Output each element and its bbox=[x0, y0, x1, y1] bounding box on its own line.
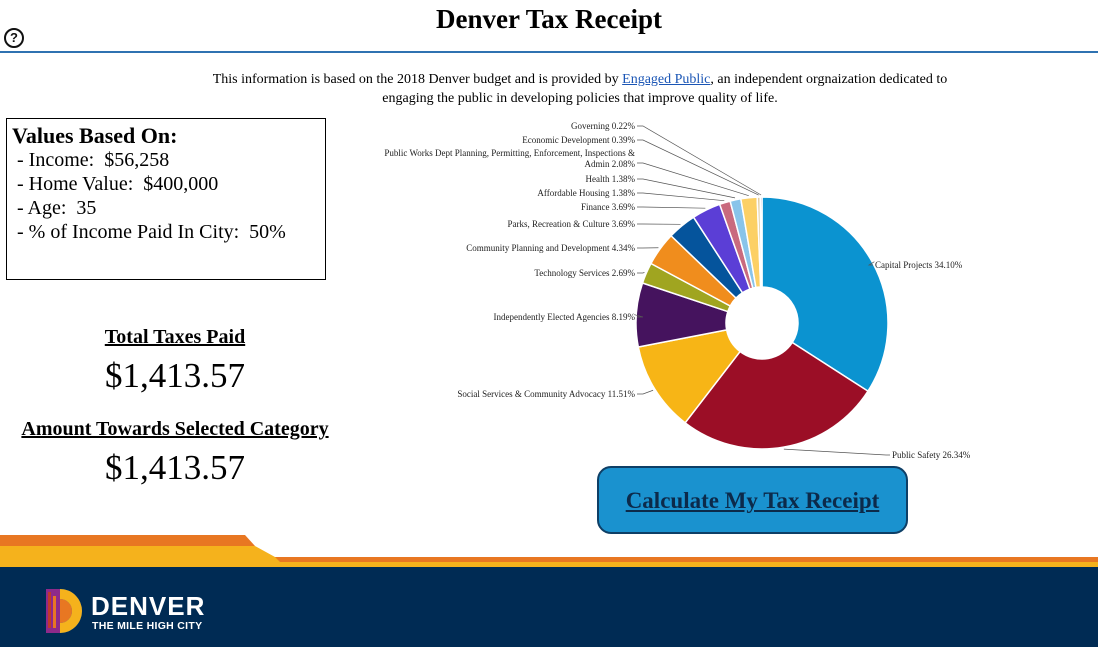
intro-text-start: This information is based on the 2018 De… bbox=[212, 72, 623, 87]
denver-d-logo-icon bbox=[46, 589, 82, 633]
selected-category-value: $1,413.57 bbox=[105, 448, 245, 487]
pie-leader-line bbox=[637, 125, 762, 196]
total-taxes-value: $1,413.57 bbox=[105, 356, 245, 395]
pie-leader-line bbox=[637, 178, 736, 199]
pie-leader-line bbox=[637, 162, 749, 197]
budget-pie-chart: Capital Projects 34.10% Public Safety 26.… bbox=[360, 115, 1098, 465]
value-pct-income: - % of Income Paid In City: 50% bbox=[12, 221, 286, 243]
pie-label: Technology Services 2.69% bbox=[534, 268, 635, 278]
intro-text: This information is based on the 2018 De… bbox=[200, 70, 960, 108]
value-income: - Income: $56,258 bbox=[12, 149, 170, 171]
footer-navy bbox=[0, 567, 1098, 647]
denver-logo[interactable]: DENVER THE MILE HIGH CITY bbox=[44, 587, 244, 637]
pie-label: Community Planning and Development 4.34% bbox=[466, 243, 635, 253]
pie-leader-line bbox=[637, 206, 706, 209]
pie-leader-line bbox=[867, 261, 875, 266]
pie-leader-line bbox=[637, 271, 645, 274]
page-title: Denver Tax Receipt bbox=[436, 4, 662, 34]
engaged-public-link[interactable]: Engaged Public bbox=[622, 72, 711, 87]
pie-label-line2: Admin 2.08% bbox=[585, 159, 636, 169]
total-taxes-label: Total Taxes Paid bbox=[104, 326, 246, 348]
help-circle-icon[interactable]: ? bbox=[4, 28, 24, 48]
intro-text-end: , an independent orgnaization dedicated … bbox=[382, 72, 948, 106]
pie-label: Finance 3.69% bbox=[581, 202, 635, 212]
pie-leader-line bbox=[637, 192, 725, 202]
pie-leader-line bbox=[637, 389, 654, 395]
values-based-on-box: Values Based On: - Income: $56,258 - Hom… bbox=[6, 118, 326, 280]
calculate-button[interactable]: Calculate My Tax Receipt bbox=[597, 466, 908, 534]
pie-label: Health 1.38% bbox=[586, 174, 636, 184]
pie-label: Affordable Housing 1.38% bbox=[537, 188, 635, 198]
pie-label: Governing 0.22% bbox=[571, 121, 635, 131]
footer: DENVER THE MILE HIGH CITY bbox=[0, 535, 1098, 647]
pie-slice-public-safety[interactable] bbox=[684, 341, 869, 450]
pie-label: Capital Projects 34.10% bbox=[875, 260, 963, 270]
pie-slice-governing[interactable] bbox=[759, 196, 763, 288]
pie-leader-line bbox=[783, 448, 890, 456]
pie-label: Social Services & Community Advocacy 11.… bbox=[457, 389, 635, 399]
pie-label: Public Safety 26.34% bbox=[892, 450, 971, 460]
pie-leader-line bbox=[637, 139, 759, 196]
selected-category-label: Amount Towards Selected Category bbox=[21, 418, 329, 440]
value-home: - Home Value: $400,000 bbox=[12, 173, 219, 195]
pie-label-line1: Public Works Dept Planning, Permitting, … bbox=[384, 148, 635, 158]
logo-line1: DENVER bbox=[91, 591, 206, 621]
footer-band bbox=[0, 535, 1098, 647]
footer-orange-stripe bbox=[0, 535, 255, 546]
pie-chart-svg: Capital Projects 34.10% Public Safety 26.… bbox=[384, 121, 971, 460]
pie-label: Independently Elected Agencies 8.19% bbox=[494, 312, 636, 322]
header: ? Denver Tax Receipt bbox=[0, 0, 1098, 55]
pie-leader-line bbox=[634, 314, 644, 318]
values-title: Values Based On: bbox=[12, 123, 178, 148]
header-divider bbox=[0, 51, 1098, 53]
logo-line2: THE MILE HIGH CITY bbox=[92, 620, 203, 632]
pie-label: Parks, Recreation & Culture 3.69% bbox=[508, 219, 636, 229]
footer-orange-stripe-right bbox=[275, 557, 1098, 562]
pie-label: Economic Development 0.39% bbox=[522, 135, 635, 145]
value-age: - Age: 35 bbox=[12, 197, 97, 219]
